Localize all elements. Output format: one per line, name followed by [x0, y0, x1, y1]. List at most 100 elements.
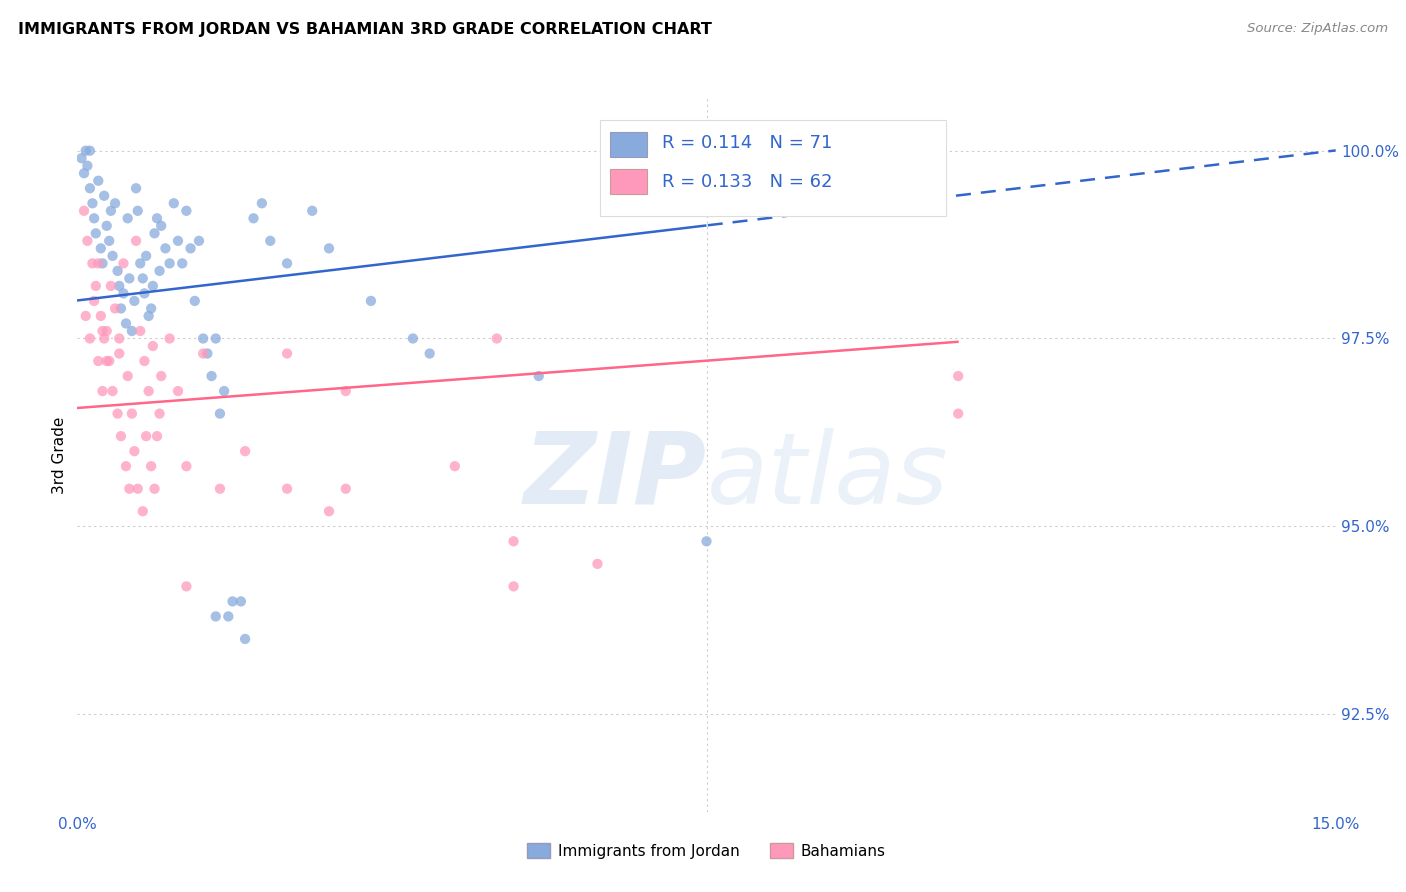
FancyBboxPatch shape: [610, 169, 647, 194]
Point: [127, 203, 149, 218]
Point: [83, 211, 105, 226]
Point: [696, 534, 718, 549]
Point: [276, 346, 298, 360]
Point: [91, 324, 114, 338]
FancyBboxPatch shape: [610, 132, 647, 157]
Point: [200, 369, 222, 384]
Point: [948, 369, 970, 384]
Point: [100, 279, 122, 293]
Point: [167, 234, 190, 248]
Point: [242, 211, 264, 226]
Point: [142, 339, 165, 353]
Point: [117, 369, 139, 384]
Point: [163, 196, 186, 211]
Point: [141, 301, 163, 316]
Point: [115, 459, 138, 474]
Point: [108, 279, 131, 293]
Point: [146, 211, 169, 226]
Point: [159, 256, 181, 270]
Text: atlas: atlas: [707, 428, 948, 524]
Point: [108, 346, 131, 360]
Point: [108, 331, 131, 345]
Point: [100, 203, 122, 218]
Point: [132, 504, 155, 518]
Point: [276, 256, 298, 270]
Point: [485, 331, 508, 345]
Point: [93, 188, 115, 202]
Point: [527, 369, 550, 384]
Point: [110, 429, 132, 443]
Point: [208, 482, 231, 496]
Point: [360, 293, 382, 308]
Point: [142, 279, 165, 293]
Point: [233, 632, 256, 646]
Point: [176, 459, 198, 474]
Point: [184, 293, 207, 308]
Point: [96, 324, 118, 338]
Point: [117, 211, 139, 226]
Point: [87, 174, 110, 188]
Point: [318, 504, 340, 518]
Point: [276, 482, 298, 496]
Point: [146, 429, 169, 443]
Point: [143, 482, 166, 496]
Point: [104, 301, 127, 316]
Point: [75, 309, 97, 323]
Point: [402, 331, 425, 345]
Point: [98, 234, 121, 248]
Point: [90, 309, 112, 323]
Point: [143, 227, 166, 241]
Point: [98, 354, 121, 368]
Point: [112, 286, 135, 301]
Y-axis label: 3rd Grade: 3rd Grade: [52, 417, 67, 493]
Point: [107, 264, 129, 278]
Point: [129, 256, 152, 270]
Point: [948, 407, 970, 421]
Point: [125, 181, 148, 195]
Point: [138, 384, 160, 398]
Point: [121, 324, 143, 338]
Point: [229, 594, 252, 608]
Point: [70, 820, 93, 834]
Text: ZIP: ZIP: [523, 428, 707, 524]
Text: R = 0.133   N = 62: R = 0.133 N = 62: [662, 173, 832, 191]
Point: [335, 482, 357, 496]
Point: [129, 324, 152, 338]
Point: [586, 557, 609, 571]
Point: [121, 407, 143, 421]
Point: [221, 594, 243, 608]
Point: [176, 203, 198, 218]
Point: [318, 241, 340, 255]
Point: [82, 196, 104, 211]
Point: [82, 256, 104, 270]
Point: [91, 256, 114, 270]
Point: [76, 234, 98, 248]
Point: [132, 271, 155, 285]
Point: [91, 384, 114, 398]
Point: [87, 354, 110, 368]
Point: [83, 293, 105, 308]
Point: [79, 144, 101, 158]
Point: [335, 384, 357, 398]
Point: [118, 271, 141, 285]
Point: [204, 609, 226, 624]
Point: [195, 346, 218, 360]
Point: [110, 301, 132, 316]
Point: [134, 286, 156, 301]
Point: [96, 219, 118, 233]
Point: [188, 234, 211, 248]
FancyBboxPatch shape: [599, 120, 946, 216]
Point: [135, 249, 157, 263]
Point: [84, 227, 107, 241]
Point: [107, 407, 129, 421]
Point: [150, 219, 173, 233]
Point: [75, 144, 97, 158]
Point: [93, 331, 115, 345]
Point: [79, 181, 101, 195]
Point: [502, 534, 524, 549]
Point: [138, 309, 160, 323]
Point: [73, 203, 96, 218]
Point: [135, 429, 157, 443]
Point: [301, 203, 323, 218]
Point: [444, 459, 467, 474]
